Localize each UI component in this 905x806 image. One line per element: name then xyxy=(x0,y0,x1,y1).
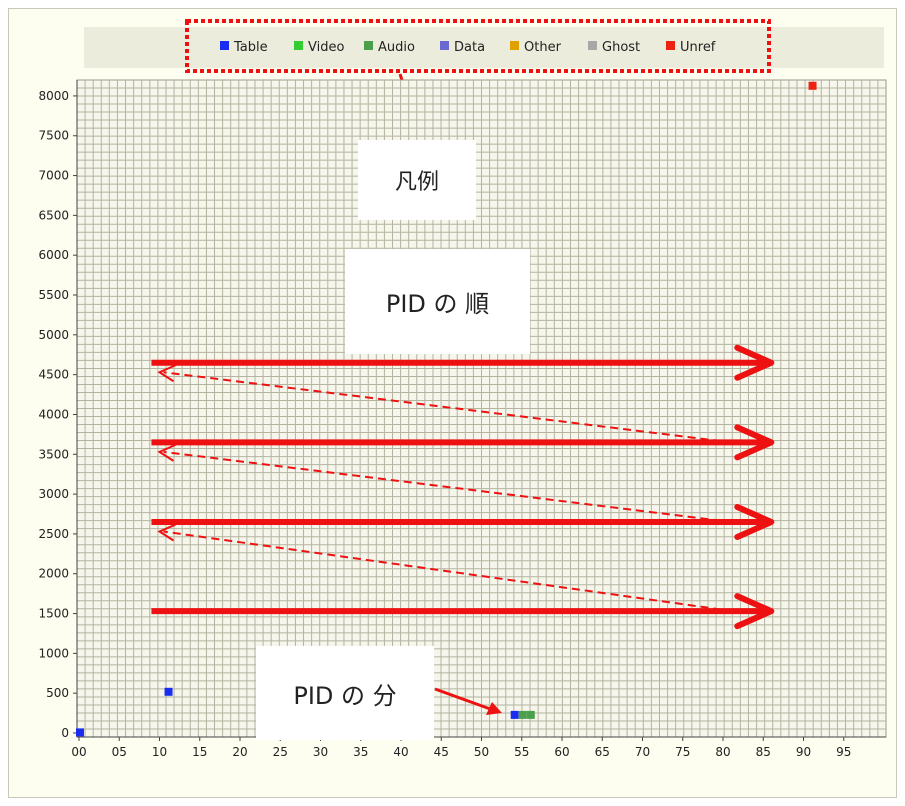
x-tick-label: 20 xyxy=(232,745,247,759)
scan-return-arrow xyxy=(163,530,748,615)
scan-return-arrow xyxy=(163,371,748,446)
y-tick-label: 1000 xyxy=(38,646,69,660)
legend-callout-label: 凡例 xyxy=(358,140,476,220)
y-tick-label: 4500 xyxy=(38,368,69,382)
legend-swatch-video xyxy=(294,41,303,50)
x-tick-label: 30 xyxy=(313,745,328,759)
x-tick-label: 15 xyxy=(192,745,207,759)
y-tick-label: 1500 xyxy=(38,607,69,621)
data-point-table xyxy=(164,687,173,696)
scan-row-arrow-head xyxy=(734,593,775,630)
legend-label-video: Video xyxy=(308,40,344,55)
y-tick-label: 6500 xyxy=(38,208,69,222)
x-tick-label: 35 xyxy=(353,745,368,759)
x-axis: 00 05 10 15 20 25 30 35 40 45 50 55 60 65 70 75 80 85 90 95 xyxy=(71,736,886,759)
scan-row-arrow-head xyxy=(734,503,775,540)
scan-row-arrow-head xyxy=(734,424,775,461)
scan-order-arrows xyxy=(151,344,775,630)
y-tick-label: 4000 xyxy=(38,407,69,421)
y-tick-label: 8000 xyxy=(38,89,69,103)
order-callout-label: PID の 順 xyxy=(345,249,530,354)
data-points xyxy=(76,81,817,737)
data-point-table xyxy=(510,710,519,719)
x-tick-label: 70 xyxy=(635,745,650,759)
legend-swatch-data xyxy=(440,41,449,50)
y-tick-label: 6000 xyxy=(38,248,69,262)
plot-area xyxy=(76,79,887,738)
x-tick-label: 40 xyxy=(393,745,408,759)
y-axis: 0 500 1000 1500 2000 2500 3000 3500 4000 4500 5000… xyxy=(38,80,78,740)
x-tick-label: 75 xyxy=(675,745,690,759)
legend-swatch-ghost xyxy=(588,41,597,50)
scan-return-arrow-head xyxy=(157,364,176,383)
distribution-arrow-head xyxy=(486,702,502,715)
legend: Table Video Audio Data Other Ghost Unref xyxy=(220,40,716,55)
x-tick-label: 90 xyxy=(796,745,811,759)
y-tick-label: 7500 xyxy=(38,129,69,143)
x-tick-label: 95 xyxy=(836,745,851,759)
legend-label-other: Other xyxy=(524,40,562,55)
x-tick-label: 25 xyxy=(273,745,288,759)
legend-label-table: Table xyxy=(233,40,268,55)
x-tick-label: 85 xyxy=(756,745,771,759)
y-tick-label: 2500 xyxy=(38,527,69,541)
legend-swatch-unref xyxy=(666,41,675,50)
x-tick-label: 80 xyxy=(715,745,730,759)
y-tick-label: 0 xyxy=(61,726,69,740)
y-tick-label: 2000 xyxy=(38,567,69,581)
y-tick-label: 5500 xyxy=(38,288,69,302)
y-tick-label: 7000 xyxy=(38,169,69,183)
legend-highlight-box xyxy=(185,19,771,73)
data-point-audio xyxy=(526,710,535,719)
x-tick-label: 10 xyxy=(152,745,167,759)
x-tick-label: 00 xyxy=(71,745,86,759)
legend-swatch-other xyxy=(510,41,519,50)
data-point-table xyxy=(76,728,84,737)
scan-row-arrow-head xyxy=(734,344,775,381)
y-tick-label: 500 xyxy=(46,686,69,700)
legend-label-ghost: Ghost xyxy=(602,40,640,55)
x-tick-label: 65 xyxy=(595,745,610,759)
y-tick-label: 3500 xyxy=(38,447,69,461)
x-tick-label: 45 xyxy=(434,745,449,759)
distribution-arrow-line xyxy=(434,687,494,712)
x-tick-label: 05 xyxy=(112,745,127,759)
x-tick-label: 55 xyxy=(514,745,529,759)
x-tick-label: 60 xyxy=(554,745,569,759)
scan-return-arrow xyxy=(163,450,748,525)
legend-background xyxy=(84,27,884,68)
y-tick-label: 3000 xyxy=(38,487,69,501)
x-tick-label: 50 xyxy=(474,745,489,759)
y-tick-label: 5000 xyxy=(38,328,69,342)
distribution-callout-label: PID の 分 xyxy=(256,646,434,740)
scan-return-arrow-head xyxy=(157,523,176,542)
legend-label-data: Data xyxy=(454,40,485,55)
legend-label-unref: Unref xyxy=(680,40,716,55)
scan-return-arrow-head xyxy=(157,443,176,462)
legend-swatch-audio xyxy=(364,41,373,50)
data-point-audio xyxy=(518,710,527,719)
legend-label-audio: Audio xyxy=(378,40,415,55)
data-point-unref xyxy=(808,81,817,90)
legend-swatch-table xyxy=(220,41,229,50)
